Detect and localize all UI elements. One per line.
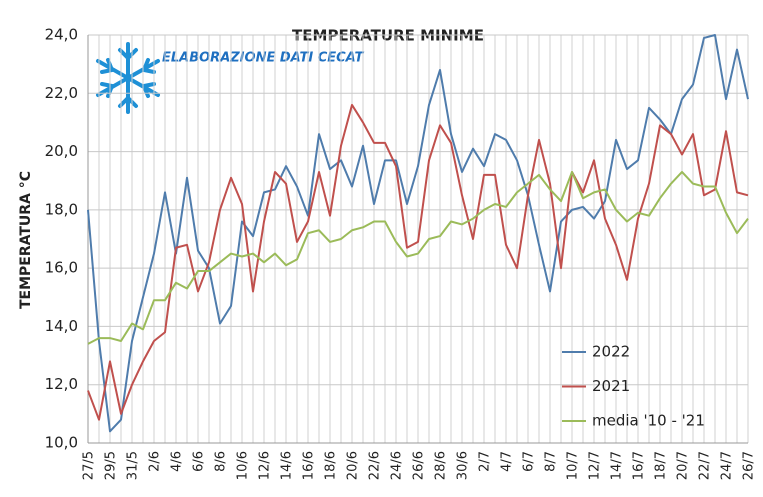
x-tick-label: 29/5: [104, 451, 119, 480]
x-tick-label: 2/6: [148, 451, 163, 472]
x-tick-label: 26/6: [412, 451, 427, 480]
x-tick-label: 26/7: [742, 451, 757, 480]
y-tick-label: 16,0: [45, 259, 78, 277]
y-tick-label: 24,0: [45, 26, 78, 44]
x-tick-label: 4/7: [500, 451, 515, 472]
x-tick-label: 18/7: [654, 451, 669, 480]
y-tick-label: 20,0: [45, 142, 78, 160]
series-line: [87, 34, 749, 433]
x-tick-label: 22/6: [368, 451, 383, 480]
x-tick-label: 16/6: [302, 451, 317, 480]
x-tick-label: 2/7: [478, 451, 493, 472]
legend-label: 2022: [592, 343, 630, 361]
legend-label: 2021: [592, 377, 630, 395]
x-tick-label: 10/6: [236, 451, 251, 480]
series-line: [87, 103, 749, 421]
x-tick-label: 20/7: [676, 451, 691, 480]
y-tick-label: 10,0: [45, 434, 78, 452]
x-tick-label: 22/7: [698, 451, 713, 480]
x-tick-label: 10/7: [566, 451, 581, 480]
x-tick-label: 6/6: [192, 451, 207, 472]
x-tick-label: 27/5: [82, 451, 97, 480]
x-tick-label: 14/6: [280, 451, 295, 480]
legend-label: media '10 - '21: [592, 412, 705, 430]
x-tick-label: 24/7: [720, 451, 735, 480]
x-tick-label: 16/7: [632, 451, 647, 480]
x-tick-label: 14/7: [610, 451, 625, 480]
x-tick-label: 18/6: [324, 451, 339, 480]
y-axis-label: TEMPERATURA °C: [18, 171, 34, 309]
x-tick-label: 20/6: [346, 451, 361, 480]
x-tick-label: 8/7: [544, 451, 559, 472]
x-tick-label: 6/7: [522, 451, 537, 472]
chart-subtitle: ELABORAZIONE DATI CECAT: [162, 51, 364, 66]
x-tick-label: 28/6: [434, 451, 449, 480]
x-tick-label: 31/5: [126, 451, 141, 480]
snowflake-icon: [96, 42, 160, 114]
x-tick-label: 30/6: [456, 451, 471, 480]
x-tick-label: 8/6: [214, 451, 229, 472]
series-line: [87, 170, 749, 345]
x-tick-label: 24/6: [390, 451, 405, 480]
y-tick-label: 14,0: [45, 317, 78, 335]
x-tick-label: 12/7: [588, 451, 603, 480]
x-tick-label: 12/6: [258, 451, 273, 480]
y-tick-label: 22,0: [45, 84, 78, 102]
x-tick-label: 4/6: [170, 451, 185, 472]
y-tick-label: 12,0: [45, 375, 78, 393]
y-tick-label: 18,0: [45, 200, 78, 218]
